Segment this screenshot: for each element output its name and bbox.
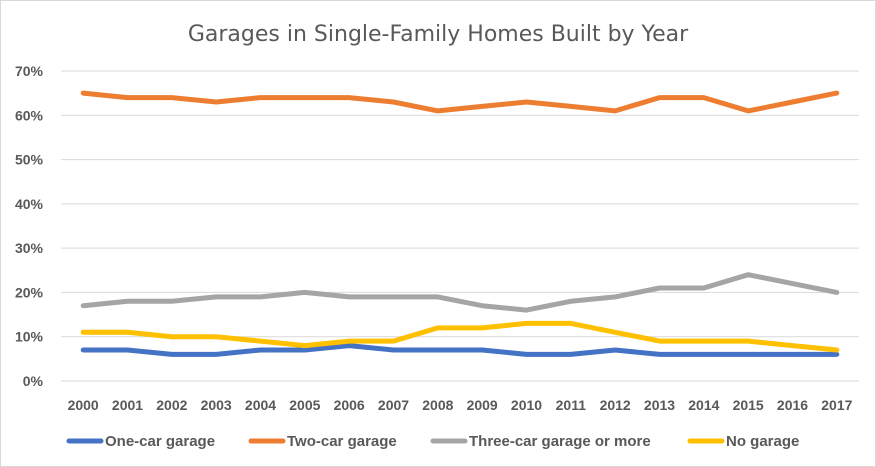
x-tick-label: 2008 (422, 397, 453, 413)
x-tick-label: 2011 (556, 397, 587, 413)
x-tick-label: 2014 (688, 397, 719, 413)
y-axis-ticks: 0% 10% 20% 30% 40% 50% 60% 70% (15, 63, 44, 389)
x-tick-label: 2013 (644, 397, 675, 413)
y-tick-label: 20% (15, 284, 44, 300)
x-tick-label: 2007 (378, 397, 409, 413)
x-tick-label: 2012 (600, 397, 631, 413)
legend-label: No garage (726, 433, 799, 450)
y-tick-label: 40% (15, 196, 44, 212)
series-line-no-garage (80, 320, 840, 353)
x-tick-label: 2016 (777, 397, 808, 413)
x-tick-label: 2017 (821, 397, 852, 413)
x-tick-label: 2005 (289, 397, 320, 413)
series-line-one-car-garage (80, 343, 840, 357)
x-tick-label: 2015 (733, 397, 764, 413)
x-tick-label: 2006 (334, 397, 365, 413)
y-tick-label: 10% (15, 329, 44, 345)
legend-label: Two-car garage (287, 433, 397, 450)
series-lines (80, 90, 840, 357)
y-tick-label: 60% (15, 107, 44, 123)
series-line-three-car-garage-or-more (80, 272, 840, 313)
x-tick-label: 2009 (467, 397, 498, 413)
y-tick-label: 50% (15, 152, 44, 168)
x-tick-label: 2002 (156, 397, 187, 413)
chart-title: Garages in Single-Family Homes Built by … (188, 22, 689, 47)
y-tick-label: 70% (15, 63, 44, 79)
x-tick-label: 2003 (201, 397, 232, 413)
x-tick-label: 2000 (68, 397, 99, 413)
x-tick-label: 2010 (511, 397, 542, 413)
series-line-two-car-garage (80, 90, 840, 114)
legend-label: One-car garage (105, 433, 215, 450)
x-axis-ticks: 2000 2001 2002 2003 2004 2005 2006 2007 2008 2009… (68, 397, 853, 413)
y-tick-label: 30% (15, 240, 44, 256)
x-tick-label: 2001 (112, 397, 143, 413)
legend-label: Three-car garage or more (469, 433, 651, 450)
legend: One-car garage Two-car garage Three-car ga… (66, 433, 799, 450)
y-tick-label: 0% (23, 373, 44, 389)
x-tick-label: 2004 (245, 397, 276, 413)
